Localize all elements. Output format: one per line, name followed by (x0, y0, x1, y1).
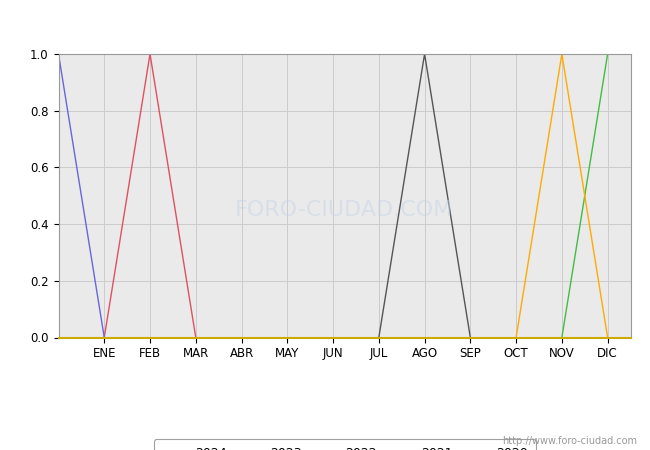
2024 (100, 335, 108, 340)
Line: 2020: 2020 (516, 54, 608, 338)
2020 (558, 51, 566, 57)
Line: 2023: 2023 (379, 54, 471, 338)
Text: Matriculaciones de Vehiculos en Benafarces: Matriculaciones de Vehiculos en Benafarc… (143, 11, 507, 29)
2020 (604, 335, 612, 340)
2023 (421, 51, 428, 57)
2020 (512, 335, 520, 340)
Text: http://www.foro-ciudad.com: http://www.foro-ciudad.com (502, 436, 637, 446)
2024 (146, 51, 154, 57)
2023 (467, 335, 474, 340)
Line: 2024: 2024 (104, 54, 196, 338)
Legend: 2024, 2023, 2022, 2021, 2020: 2024, 2023, 2022, 2021, 2020 (153, 439, 536, 450)
Text: FORO-CIUDAD.COM: FORO-CIUDAD.COM (235, 200, 454, 220)
2023 (375, 335, 383, 340)
2024 (192, 335, 200, 340)
